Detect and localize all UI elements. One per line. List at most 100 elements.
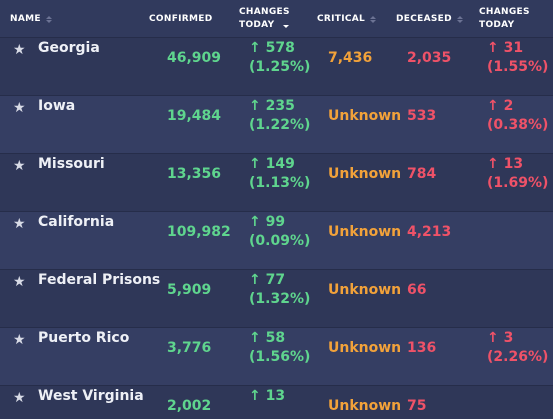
change-percent: (1.22%): [249, 117, 311, 133]
deceased-count: 533: [407, 108, 437, 124]
deceased-count: 75: [407, 398, 427, 414]
arrow-up-icon: ↑: [487, 156, 499, 172]
death-change-value: 2: [503, 98, 514, 114]
table-row[interactable]: ★ Puerto Rico 3,776 ↑ 58 (1.56%) Unknown …: [0, 328, 553, 386]
table-row[interactable]: ★ Iowa 19,484 ↑ 235 (1.22%) Unknown 533 ↑…: [0, 96, 553, 154]
death-change-percent: (1.69%): [487, 175, 549, 191]
star-icon[interactable]: ★: [13, 42, 26, 58]
state-name: Missouri: [38, 156, 105, 172]
change-percent: (1.25%): [249, 59, 311, 75]
change-percent: (1.13%): [249, 175, 311, 191]
arrow-up-icon: ↑: [249, 214, 261, 230]
arrow-up-icon: ↑: [249, 156, 261, 172]
star-icon[interactable]: ★: [13, 390, 26, 406]
column-header-critical-label: CRITICAL: [317, 14, 366, 24]
confirmed-count: 2,002: [167, 398, 212, 414]
arrow-up-icon: ↑: [249, 388, 261, 404]
deaths-changes-today: ↑ 31 (1.55%): [487, 39, 548, 77]
sort-icon[interactable]: [370, 15, 377, 23]
critical-count: Unknown: [328, 398, 402, 414]
deceased-count: 4,213: [407, 224, 452, 240]
death-change-percent: (1.55%): [487, 59, 549, 75]
column-header-confirmed-label: CONFIRMED: [149, 14, 213, 24]
sort-descending-icon[interactable]: [282, 21, 289, 28]
confirmed-count: 46,909: [167, 50, 222, 66]
changes-today: ↑ 99 (0.09%): [249, 213, 310, 251]
arrow-up-icon: ↑: [487, 98, 499, 114]
critical-count: Unknown: [328, 166, 402, 182]
arrow-up-icon: ↑: [487, 40, 499, 56]
deaths-changes-today: ↑ 3 (2.26%): [487, 329, 548, 367]
column-header-today-label: TODAY: [479, 20, 515, 30]
deceased-count: 2,035: [407, 50, 452, 66]
deaths-changes-today: ↑ 2 (0.38%): [487, 97, 548, 135]
state-name: California: [38, 214, 115, 230]
change-value: 149: [265, 156, 295, 172]
state-name: Federal Prisons: [38, 272, 161, 288]
column-header-changes-today[interactable]: CHANGES TODAY: [239, 0, 290, 38]
arrow-up-icon: ↑: [487, 330, 499, 346]
critical-count: Unknown: [328, 224, 402, 240]
changes-today: ↑ 13: [249, 387, 285, 406]
death-change-percent: (2.26%): [487, 349, 549, 365]
change-percent: (1.56%): [249, 349, 311, 365]
state-name: West Virginia: [38, 388, 144, 404]
critical-count: Unknown: [328, 340, 402, 356]
table-row[interactable]: ★ Federal Prisons 5,909 ↑ 77 (1.32%) Unkn…: [0, 270, 553, 328]
arrow-up-icon: ↑: [249, 330, 261, 346]
critical-count: Unknown: [328, 282, 402, 298]
state-name: Georgia: [38, 40, 100, 56]
column-header-changes-label: CHANGES: [479, 7, 530, 17]
column-header-name[interactable]: NAME: [10, 0, 52, 38]
column-header-critical[interactable]: CRITICAL: [317, 0, 377, 38]
column-header-deaths-changes-today[interactable]: CHANGES TODAY: [479, 0, 530, 38]
changes-today: ↑ 149 (1.13%): [249, 155, 310, 193]
confirmed-count: 5,909: [167, 282, 212, 298]
star-icon[interactable]: ★: [13, 216, 26, 232]
change-percent: (1.32%): [249, 291, 311, 307]
deceased-count: 136: [407, 340, 437, 356]
state-name: Puerto Rico: [38, 330, 130, 346]
star-icon[interactable]: ★: [13, 100, 26, 116]
sort-icon[interactable]: [45, 15, 52, 23]
change-value: 99: [265, 214, 286, 230]
star-icon[interactable]: ★: [13, 274, 26, 290]
change-value: 235: [265, 98, 295, 114]
sort-icon[interactable]: [456, 15, 463, 23]
confirmed-count: 13,356: [167, 166, 222, 182]
column-header-changes-label: CHANGES: [239, 7, 290, 17]
death-change-value: 3: [503, 330, 514, 346]
death-change-value: 31: [503, 40, 524, 56]
changes-today: ↑ 578 (1.25%): [249, 39, 310, 77]
column-header-deceased-label: DECEASED: [396, 14, 452, 24]
table-row[interactable]: ★ Missouri 13,356 ↑ 149 (1.13%) Unknown 7…: [0, 154, 553, 212]
arrow-up-icon: ↑: [249, 98, 261, 114]
table-row[interactable]: ★ Georgia 46,909 ↑ 578 (1.25%) 7,436 2,03…: [0, 38, 553, 96]
change-percent: (0.09%): [249, 233, 311, 249]
confirmed-count: 3,776: [167, 340, 212, 356]
column-header-deceased[interactable]: DECEASED: [396, 0, 463, 38]
table-row[interactable]: ★ West Virginia 2,002 ↑ 13 Unknown 75: [0, 386, 553, 419]
critical-count: 7,436: [328, 50, 373, 66]
changes-today: ↑ 77 (1.32%): [249, 271, 310, 309]
change-value: 13: [265, 388, 286, 404]
confirmed-count: 109,982: [167, 224, 231, 240]
arrow-up-icon: ↑: [249, 272, 261, 288]
change-value: 578: [265, 40, 295, 56]
table-row[interactable]: ★ California 109,982 ↑ 99 (0.09%) Unknown…: [0, 212, 553, 270]
changes-today: ↑ 235 (1.22%): [249, 97, 310, 135]
change-value: 77: [265, 272, 286, 288]
changes-today: ↑ 58 (1.56%): [249, 329, 310, 367]
star-icon[interactable]: ★: [13, 332, 26, 348]
death-change-percent: (0.38%): [487, 117, 549, 133]
column-header-name-label: NAME: [10, 14, 41, 24]
change-value: 58: [265, 330, 286, 346]
table-header: NAME CONFIRMED CHANGES TODAY CRITICAL DE…: [0, 0, 553, 38]
arrow-up-icon: ↑: [249, 40, 261, 56]
star-icon[interactable]: ★: [13, 158, 26, 174]
column-header-confirmed[interactable]: CONFIRMED: [149, 0, 213, 38]
deceased-count: 784: [407, 166, 437, 182]
column-header-today-label: TODAY: [239, 20, 275, 30]
deaths-changes-today: ↑ 13 (1.69%): [487, 155, 548, 193]
state-name: Iowa: [38, 98, 76, 114]
